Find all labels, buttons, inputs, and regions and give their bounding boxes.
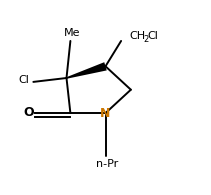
Text: n-Pr: n-Pr <box>96 159 119 169</box>
Text: Cl: Cl <box>18 75 29 85</box>
Polygon shape <box>66 62 107 79</box>
Text: Me: Me <box>64 28 81 38</box>
Text: 2: 2 <box>143 35 149 43</box>
Text: CH: CH <box>129 31 145 41</box>
Text: O: O <box>23 106 34 119</box>
Text: N: N <box>100 107 111 120</box>
Text: Cl: Cl <box>147 31 158 41</box>
